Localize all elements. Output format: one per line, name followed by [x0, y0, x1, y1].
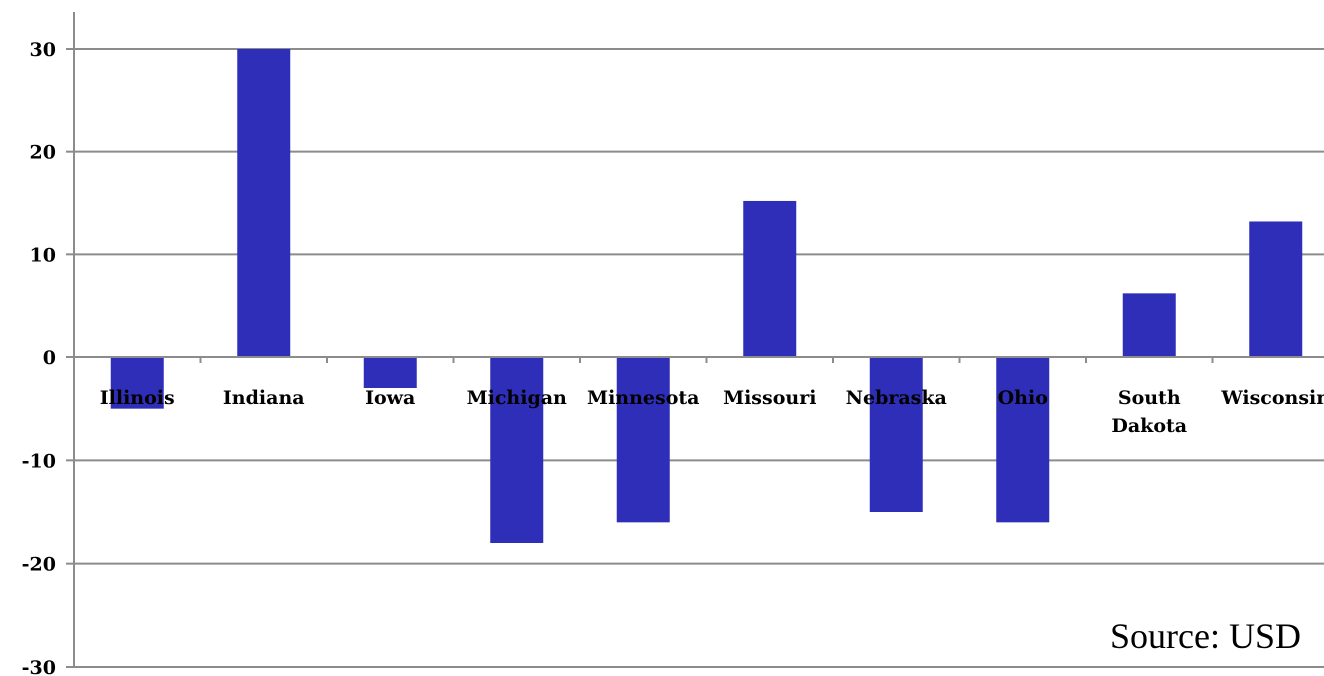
y-tick-label: -10	[22, 450, 56, 472]
y-tick-label: 0	[43, 347, 56, 369]
bar	[869, 357, 923, 512]
axes	[73, 12, 1324, 668]
x-category-label: Minnesota	[587, 387, 699, 409]
x-category-label: Indiana	[223, 387, 305, 409]
x-category-label: Michigan	[467, 387, 567, 409]
y-axis-tick-labels: 30 20 10 0 -10 -20 -30	[22, 39, 56, 676]
bar	[110, 357, 164, 409]
x-axis-category-labels: Illinois Indiana Iowa Michigan Minnesota Miss…	[100, 387, 1324, 437]
y-tick-label: 10	[30, 244, 56, 266]
bar	[743, 200, 797, 357]
y-tick-label: -20	[22, 554, 56, 576]
bars	[110, 49, 1303, 543]
source-annotation: Source: USD	[1110, 616, 1301, 656]
bar	[363, 357, 417, 388]
bar	[616, 357, 670, 523]
bar	[490, 357, 544, 543]
y-tick-label: -30	[22, 657, 56, 676]
x-category-label: Missouri	[723, 387, 816, 409]
x-category-label: Wisconsin	[1220, 387, 1324, 409]
y-tick-label: 30	[30, 39, 56, 61]
bar	[1249, 221, 1303, 357]
y-tick-label: 20	[30, 142, 56, 164]
bar	[996, 357, 1050, 523]
x-category-label: Nebraska	[846, 387, 947, 409]
x-category-label: Iowa	[365, 387, 415, 409]
bar	[237, 49, 291, 357]
x-category-label: Illinois	[100, 387, 175, 409]
bar	[1122, 293, 1176, 357]
x-category-label: South Dakota	[1111, 387, 1187, 437]
x-category-label: Ohio	[998, 387, 1048, 409]
